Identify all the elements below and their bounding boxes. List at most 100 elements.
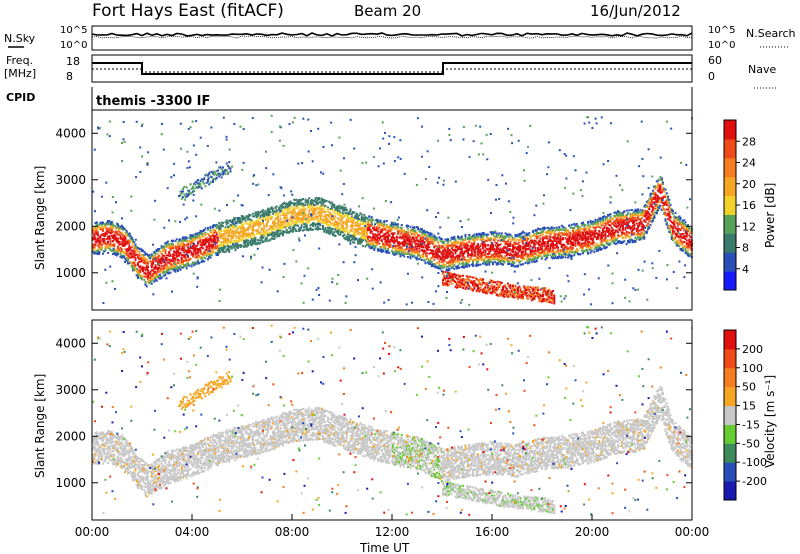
power-cell bbox=[453, 257, 456, 260]
power-cell bbox=[495, 246, 498, 249]
power-cell bbox=[392, 240, 394, 243]
power-cell bbox=[365, 231, 368, 234]
power-cell bbox=[304, 201, 307, 204]
power-cell bbox=[519, 263, 522, 266]
power-cell bbox=[239, 218, 242, 221]
power-cell bbox=[275, 225, 278, 228]
power-cell bbox=[207, 253, 209, 256]
power-cell bbox=[337, 206, 339, 208]
power-cell bbox=[350, 221, 353, 224]
power-cell bbox=[194, 249, 197, 252]
power-cell bbox=[189, 234, 192, 237]
power-cell bbox=[147, 271, 149, 274]
power-cell bbox=[112, 253, 114, 255]
power-cell bbox=[460, 248, 463, 251]
power-cell bbox=[159, 270, 162, 273]
power-cell bbox=[259, 236, 262, 239]
power-cell bbox=[178, 253, 181, 256]
power-cell bbox=[100, 247, 103, 250]
power-cell bbox=[333, 224, 336, 227]
power-cell bbox=[397, 230, 399, 233]
power-cell bbox=[472, 247, 474, 250]
power-cell bbox=[117, 227, 119, 230]
power-cell bbox=[408, 243, 411, 246]
power-cell bbox=[279, 222, 282, 225]
power-cell bbox=[458, 247, 461, 250]
power-cell bbox=[305, 200, 308, 203]
power-cell bbox=[215, 236, 218, 239]
power-cell bbox=[194, 248, 197, 251]
power-cell bbox=[400, 229, 403, 232]
power-cell bbox=[485, 236, 488, 239]
power-cell bbox=[384, 238, 387, 241]
power-cell bbox=[454, 238, 457, 241]
power-cell bbox=[318, 211, 321, 214]
power-cell bbox=[339, 215, 342, 218]
power-cell bbox=[440, 260, 443, 263]
power-cell bbox=[519, 260, 522, 263]
power-cell bbox=[525, 260, 528, 263]
power-cell bbox=[277, 223, 279, 226]
power-cell bbox=[454, 248, 457, 251]
power-cell bbox=[449, 244, 452, 247]
power-cell bbox=[477, 253, 479, 256]
power-cell bbox=[364, 236, 367, 239]
power-cell bbox=[299, 208, 302, 211]
power-cell bbox=[415, 239, 418, 242]
power-cell bbox=[275, 212, 278, 215]
power-cell bbox=[295, 201, 298, 204]
power-cell bbox=[503, 249, 506, 252]
power-cell bbox=[245, 245, 248, 248]
power-cell bbox=[219, 234, 222, 237]
power-cell bbox=[490, 245, 493, 248]
power-cell bbox=[494, 257, 497, 260]
power-cell bbox=[100, 221, 103, 224]
power-cell bbox=[198, 248, 201, 251]
power-cell bbox=[278, 234, 281, 237]
power-cell bbox=[380, 248, 383, 251]
power-cell bbox=[320, 212, 323, 215]
power-cell bbox=[352, 225, 354, 228]
power-cell bbox=[129, 237, 132, 240]
power-cell bbox=[209, 239, 212, 241]
power-cell bbox=[315, 227, 318, 230]
power-cell bbox=[413, 248, 416, 251]
power-cell bbox=[407, 237, 409, 239]
power-cell bbox=[267, 211, 269, 214]
power-cell bbox=[298, 212, 301, 215]
power-cell bbox=[170, 263, 173, 266]
power-cell bbox=[290, 202, 293, 205]
power-cell bbox=[182, 266, 184, 269]
power-cell bbox=[422, 253, 424, 256]
power-cell bbox=[198, 240, 201, 243]
power-cell bbox=[330, 214, 333, 216]
power-cell bbox=[368, 219, 371, 222]
power-cell bbox=[424, 234, 427, 237]
power-cell bbox=[248, 234, 251, 237]
power-cell bbox=[519, 232, 522, 235]
power-cell bbox=[384, 242, 387, 245]
power-cell bbox=[318, 214, 321, 217]
power-cell bbox=[362, 216, 364, 219]
power-cell bbox=[455, 265, 458, 268]
power-cell bbox=[122, 239, 124, 242]
power-cell bbox=[189, 241, 192, 244]
power-cell bbox=[288, 202, 291, 205]
power-cell bbox=[510, 238, 513, 241]
power-cell bbox=[403, 235, 406, 238]
power-cell bbox=[507, 262, 509, 265]
power-cell bbox=[235, 231, 238, 234]
power-cell bbox=[533, 239, 536, 242]
power-cell bbox=[462, 252, 464, 255]
power-cell bbox=[133, 249, 136, 252]
power-cell bbox=[358, 225, 361, 228]
power-cell bbox=[169, 265, 172, 268]
power-cell bbox=[163, 248, 166, 251]
power-cell bbox=[230, 246, 233, 248]
power-cell bbox=[289, 224, 292, 226]
power-cell bbox=[393, 226, 396, 229]
power-cell bbox=[273, 210, 276, 213]
power-cell bbox=[219, 226, 222, 229]
power-cell bbox=[480, 239, 483, 242]
power-cell bbox=[118, 228, 121, 231]
